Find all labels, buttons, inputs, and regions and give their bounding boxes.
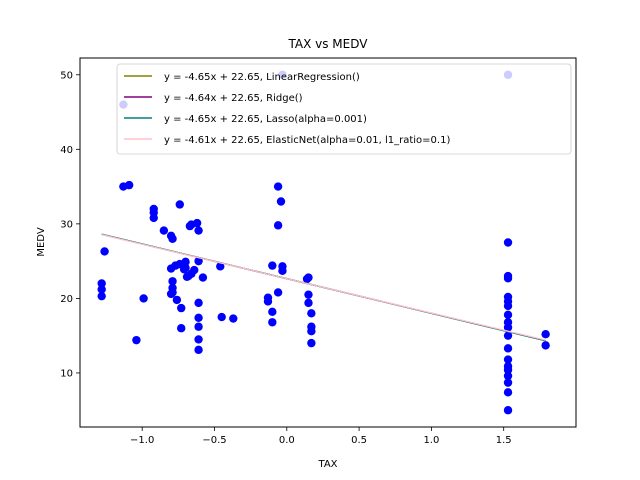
plot-area: [97, 70, 550, 415]
scatter-point: [192, 218, 202, 228]
scatter-point: [194, 313, 203, 322]
regression-line-4: [101, 234, 546, 341]
scatter-point: [503, 355, 513, 364]
scatter-point: [159, 226, 169, 235]
scatter-point: [304, 290, 313, 299]
scatter-point: [307, 309, 316, 318]
scatter-point: [97, 285, 106, 294]
scatter-point: [273, 182, 283, 191]
scatter-point: [100, 247, 109, 256]
scatter-point: [216, 262, 225, 271]
scatter-point: [194, 226, 203, 235]
scatter-point: [97, 279, 106, 288]
scatter-point: [304, 273, 313, 282]
x-tick-label: 0.5: [351, 435, 367, 446]
scatter-point: [194, 345, 203, 355]
x-tick-label: −0.5: [202, 435, 226, 446]
scatter-point: [541, 329, 550, 339]
y-axis: 10 20 30 40 50: [60, 70, 80, 379]
scatter-point: [132, 335, 141, 345]
scatter-point: [217, 312, 226, 322]
axes-frame: [79, 57, 577, 428]
scatter-point: [278, 266, 287, 276]
y-tick-label: 40: [60, 145, 73, 156]
scatter-point: [503, 323, 513, 332]
scatter-point: [198, 273, 208, 282]
scatter-point: [273, 221, 283, 230]
x-tick-label: 0.0: [279, 435, 295, 446]
scatter-point: [307, 338, 316, 348]
scatter-point: [177, 324, 186, 333]
scatter-point: [124, 180, 134, 190]
x-axis: −1.0 −0.5 0.0 0.5 1.0 1.5: [130, 427, 512, 446]
scatter-point: [541, 341, 550, 350]
scatter-point: [194, 256, 203, 266]
chart-title: TAX vs MEDV: [288, 37, 369, 51]
scatter-point: [503, 344, 513, 353]
x-axis-label: TAX: [317, 459, 337, 470]
legend: y = -4.65x + 22.65, LinearRegression() y …: [116, 63, 572, 155]
y-tick-label: 20: [60, 294, 73, 305]
scatter-point: [503, 310, 513, 320]
scatter-point: [190, 265, 199, 275]
x-tick-label: −1.0: [130, 435, 154, 446]
scatter-point: [172, 295, 182, 305]
scatter-point: [194, 335, 203, 344]
y-axis-label: MEDV: [36, 227, 47, 256]
scatter-point: [149, 213, 158, 223]
scatter-point: [177, 303, 186, 313]
y-tick-label: 30: [60, 219, 73, 230]
scatter-point: [229, 314, 238, 323]
legend-label: y = -4.64x + 22.65, Ridge(): [164, 93, 303, 104]
scatter-point: [139, 294, 148, 303]
scatter-point: [503, 388, 513, 397]
scatter-point: [168, 234, 177, 243]
legend-label: y = -4.61x + 22.65, ElasticNet(alpha=0.0…: [164, 135, 450, 146]
scatter-point: [503, 238, 513, 247]
scatter-point: [268, 261, 277, 270]
scatter-point: [268, 318, 277, 327]
scatter-point: [268, 307, 277, 317]
scatter-point: [194, 298, 203, 308]
scatter-point: [181, 263, 190, 273]
legend-box: [116, 63, 572, 155]
y-tick-label: 50: [60, 70, 73, 81]
legend-label: y = -4.65x + 22.65, LinearRegression(): [164, 72, 360, 83]
scatter-point: [263, 297, 273, 306]
y-tick-label: 10: [60, 368, 73, 379]
scatter-point: [304, 298, 313, 308]
scatter-point: [168, 277, 177, 286]
x-tick-label: 1.0: [423, 435, 439, 446]
scatter-point: [194, 322, 203, 331]
scatter-point: [503, 378, 513, 387]
scatter-point: [181, 257, 190, 267]
scatter-point: [273, 288, 283, 297]
scatter-point: [175, 200, 184, 209]
scatter-point: [503, 406, 513, 415]
scatter-point: [503, 365, 513, 375]
scatter-point: [166, 289, 176, 299]
scatter-point: [503, 274, 513, 283]
scatter-point: [97, 291, 106, 301]
legend-label: y = -4.65x + 22.65, Lasso(alpha=0.001): [164, 114, 367, 125]
scatter-point: [307, 327, 316, 336]
scatter-point: [276, 197, 286, 206]
scatter-point: [503, 331, 513, 340]
scatter-point: [503, 301, 513, 311]
scatter-point: [503, 371, 513, 381]
x-tick-label: 1.5: [496, 435, 512, 446]
